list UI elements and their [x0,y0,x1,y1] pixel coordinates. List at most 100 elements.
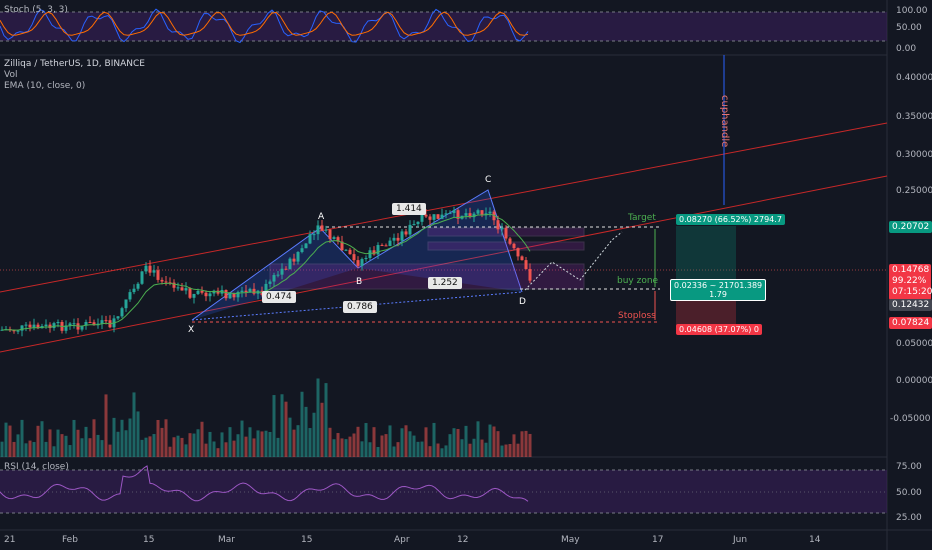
vol-legend[interactable]: Vol [4,70,18,80]
volume-bar [320,402,324,457]
volume-bar [256,430,260,457]
volume-bar [76,429,80,457]
candle-body [352,254,356,261]
ratio-label[interactable]: 0.474 [262,291,296,303]
volume-bar [236,434,240,457]
rsi-level-50: 50.00 [896,488,922,498]
volume-bar [308,428,312,457]
candle-body [372,250,376,255]
volume-bar [212,441,216,457]
volume-bar [192,433,196,457]
volume-bar [276,437,280,457]
volume-bar [228,427,232,457]
volume-bar [92,419,96,457]
volume-bar [20,419,24,457]
candle-body [456,210,460,219]
candle-body [384,245,388,247]
time-tick: Feb [62,535,78,545]
current-price-tag: 0.14768 99.22% 07:15:20 [889,264,932,300]
volume-bar [516,443,520,457]
volume-bar [84,426,88,457]
candle-body [528,269,532,281]
candle-body [416,221,420,225]
volume-bar [404,425,408,457]
profit-box[interactable]: 0.08270 (66.52%) 2794.7 [676,214,785,225]
volume-bar [340,438,344,457]
ema-legend[interactable]: EMA (10, close, 0) [4,81,86,91]
time-tick: May [561,535,580,545]
candle-body [0,329,4,331]
candle-body [412,224,416,226]
cuphandle-text[interactable]: cuphandle [719,95,730,148]
candle-body [496,220,500,230]
ratio-label[interactable]: 0.786 [343,301,377,313]
candle-body [472,213,476,218]
volume-bar [428,446,432,457]
volume-bar [112,417,116,457]
volume-bar [316,378,320,457]
volume-bar [144,437,148,457]
candle-body [468,213,472,218]
volume-bar [220,432,224,457]
candle-body [204,292,208,297]
volume-bar [60,434,64,457]
ratio-label[interactable]: 1.414 [392,203,426,215]
candle-body [308,234,312,244]
volume-bar [180,437,184,457]
stoch-band [0,12,887,41]
volume-bar [0,441,4,457]
candle-body [304,243,308,249]
candle-body [212,290,216,294]
symbol-legend[interactable]: Zilliqa / TetherUS, 1D, BINANCE [4,59,145,69]
entry-box[interactable]: 0.02336 ~ 21701.389 1.79 [670,279,767,301]
volume-bar [440,448,444,457]
volume-bar [376,446,380,457]
loss-box[interactable]: 0.04608 (37.07%) 0 [676,324,763,335]
volume-bar [304,406,308,457]
volume-bar [496,431,500,457]
volume-bar [140,439,144,457]
volume-bar [164,419,168,457]
volume-bar [332,439,336,457]
volume-bar [380,435,384,457]
volume-bar [492,426,496,457]
volume-bar [184,444,188,457]
candle-body [500,227,504,230]
rsi-label[interactable]: RSI (14, close) [4,462,69,472]
volume-bar [400,428,404,457]
volume-bar [288,417,292,457]
volume-bar [28,440,32,457]
volume-bar [108,444,112,457]
volume-bar [264,430,268,457]
candle-body [388,240,392,247]
price-tick: 0.00000 [896,376,932,386]
candle-body [64,325,68,331]
volume-bar [260,431,264,457]
stoploss-text[interactable]: Stoploss [618,311,656,321]
ratio-label[interactable]: 1.252 [428,277,462,289]
candle-body [424,214,428,217]
volume-bar [96,434,100,457]
volume-bar [460,439,464,457]
time-tick: Apr [394,535,410,545]
candle-body [120,308,124,317]
candle-body [376,245,380,255]
candle-body [332,237,336,239]
target-text[interactable]: Target [628,213,656,223]
candle-body [348,249,352,255]
candle-body [344,249,348,251]
volume-bar [452,428,456,457]
buy-zone-text[interactable]: buy zone [617,276,659,286]
volume-bar [420,441,424,457]
stoch-label[interactable]: Stoch (5, 3, 3) [4,5,68,15]
candle-body [520,256,524,261]
rsi-band [0,470,887,513]
volume-bar [472,438,476,457]
pattern-point-c: C [485,175,492,185]
candle-body [324,229,328,231]
candle-body [272,275,276,282]
volume-bar [468,443,472,457]
candle-body [28,324,32,328]
volume-bar [132,392,136,457]
